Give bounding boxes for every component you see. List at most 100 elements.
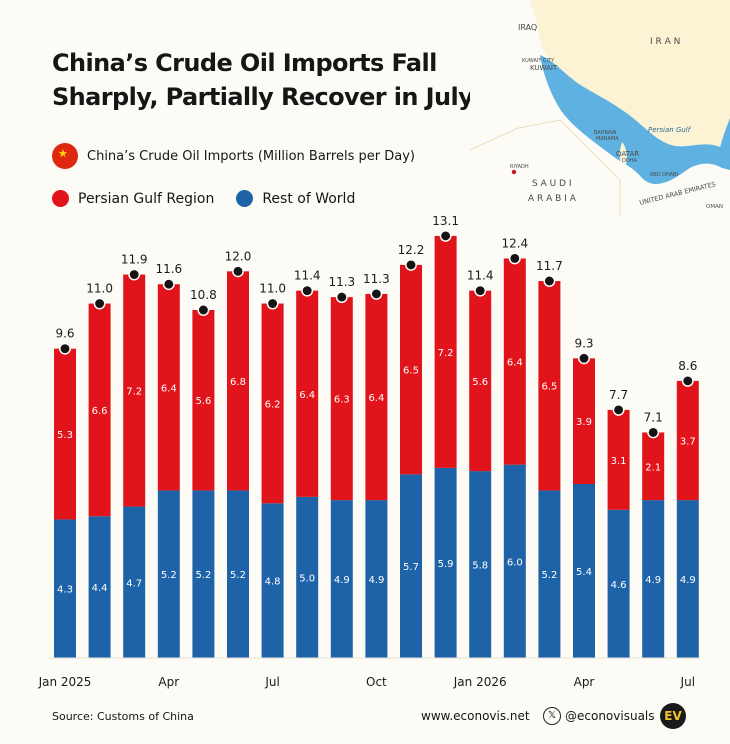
total-label: 9.3 <box>574 336 593 350</box>
data-label-persian-gulf: 6.5 <box>541 382 557 393</box>
x-axis-ticks: Jan 2025 Apr Jul Oct Jan 2026 Apr Jul <box>38 675 695 689</box>
website-link[interactable]: www.econovis.net <box>421 709 530 723</box>
bar-rest-of-world <box>434 467 457 658</box>
x-tick-label: Oct <box>366 675 387 689</box>
legend-label-persian-gulf: Persian Gulf Region <box>78 190 215 207</box>
legend-label-rest-of-world: Rest of World <box>262 190 356 207</box>
data-label-rest-of-world: 4.9 <box>680 575 696 586</box>
data-label-rest-of-world: 5.2 <box>161 570 177 581</box>
bar-persian-gulf <box>157 284 180 491</box>
bar-persian-gulf <box>227 271 249 491</box>
data-label-rest-of-world: 4.4 <box>92 583 108 594</box>
bar-persian-gulf <box>676 380 699 501</box>
bar-persian-gulf <box>54 348 76 520</box>
china-flag-icon: ★ <box>52 143 78 169</box>
bar-rest-of-world <box>538 490 561 658</box>
legend-swatch-persian-gulf <box>52 190 69 207</box>
map-qatar-peninsula <box>619 142 627 165</box>
data-label-rest-of-world: 5.2 <box>541 570 557 581</box>
x-tick-label: Jul <box>680 675 695 689</box>
social-handle-text: @econovisuals <box>565 709 655 723</box>
map-label-qatar: QATAR <box>616 150 639 158</box>
map-label-kuwait: KUWAIT <box>530 64 558 72</box>
total-marker <box>93 297 106 310</box>
total-marker <box>162 278 175 291</box>
total-marker <box>647 426 660 439</box>
data-label-persian-gulf: 3.1 <box>611 456 627 467</box>
data-label-persian-gulf: 5.6 <box>472 377 488 388</box>
bar-rest-of-world <box>400 474 422 658</box>
data-label-rest-of-world: 4.7 <box>126 578 142 589</box>
map-label-saudi: S A U D I <box>532 179 572 189</box>
map-label-persian-gulf: Persian Gulf <box>648 126 692 134</box>
total-marker <box>232 265 244 278</box>
subtitle-row: ★ China’s Crude Oil Imports (Million Bar… <box>52 143 415 169</box>
total-marker <box>335 291 348 304</box>
map-label-manama: MANAMA <box>596 136 619 142</box>
x-tick-label: Apr <box>158 675 179 689</box>
bar-persian-gulf <box>434 235 457 468</box>
map-label-abu-dhabi: ABU DHABI <box>650 172 678 178</box>
total-marker <box>128 268 141 281</box>
data-label-rest-of-world: 5.9 <box>438 559 454 570</box>
bar-persian-gulf <box>400 264 422 475</box>
total-marker <box>370 287 383 300</box>
bar-persian-gulf <box>296 290 319 497</box>
data-label-rest-of-world: 4.3 <box>57 585 73 596</box>
total-label: 11.9 <box>121 253 148 267</box>
total-marker <box>197 304 210 316</box>
bar-rest-of-world <box>469 471 492 658</box>
bar-rest-of-world <box>261 503 284 658</box>
total-label: 11.4 <box>467 269 494 283</box>
map-label-oman: OMAN <box>706 204 723 210</box>
bar-rest-of-world <box>227 490 249 658</box>
total-marker <box>405 258 417 271</box>
bar-rest-of-world <box>123 506 146 658</box>
total-label: 12.2 <box>398 243 425 257</box>
map-border <box>470 119 621 215</box>
total-label: 13.1 <box>432 214 459 228</box>
data-label-rest-of-world: 5.7 <box>403 562 419 573</box>
total-label: 11.0 <box>86 282 113 296</box>
data-label-persian-gulf: 7.2 <box>438 348 454 359</box>
total-marker <box>301 284 314 297</box>
total-label: 8.6 <box>678 359 697 373</box>
map-label-kuwait-city: KUWAIT CITY <box>522 58 555 64</box>
social-handle[interactable]: 𝕏 @econovisuals <box>543 707 655 725</box>
econovis-logo: EV <box>660 703 686 729</box>
x-tick-label: Jan 2025 <box>38 675 92 689</box>
data-label-rest-of-world: 4.9 <box>334 575 350 586</box>
data-label-rest-of-world: 4.9 <box>368 575 384 586</box>
chart-title: China’s Crude Oil Imports Fall Sharply, … <box>52 49 474 111</box>
data-label-persian-gulf: 3.7 <box>680 437 696 448</box>
data-label-persian-gulf: 6.4 <box>161 383 177 394</box>
bar-persian-gulf <box>607 409 630 510</box>
total-marker <box>59 342 71 355</box>
map-label-iraq: IRAQ <box>518 23 537 32</box>
bar-rest-of-world <box>503 464 526 658</box>
bar-persian-gulf <box>261 303 284 504</box>
data-label-rest-of-world: 6.0 <box>507 557 523 568</box>
chart-subtitle: China’s Crude Oil Imports (Million Barre… <box>87 148 415 164</box>
data-label-persian-gulf: 7.2 <box>126 387 142 398</box>
x-tick-label: Jul <box>264 675 279 689</box>
total-marker <box>474 284 487 297</box>
map-persian-gulf-water <box>540 55 722 185</box>
bar-rest-of-world <box>573 484 595 658</box>
bar-persian-gulf <box>538 281 561 491</box>
source-note: Source: Customs of China <box>52 710 194 723</box>
legend: Persian Gulf Region Rest of World <box>52 190 355 207</box>
bar-rest-of-world <box>54 519 76 658</box>
total-label: 11.4 <box>294 269 321 283</box>
total-label: 9.6 <box>55 327 74 341</box>
bar-persian-gulf <box>330 297 353 501</box>
total-label: 11.3 <box>328 275 355 289</box>
bar-rest-of-world <box>157 490 180 658</box>
map-gulf-of-oman <box>720 118 730 170</box>
total-label: 11.0 <box>259 282 286 296</box>
total-label: 11.3 <box>363 272 390 286</box>
data-label-persian-gulf: 5.3 <box>57 430 73 441</box>
total-label: 12.0 <box>225 249 252 263</box>
map-label-riyadh: RIYADH <box>510 164 529 170</box>
data-label-persian-gulf: 6.6 <box>92 406 108 417</box>
